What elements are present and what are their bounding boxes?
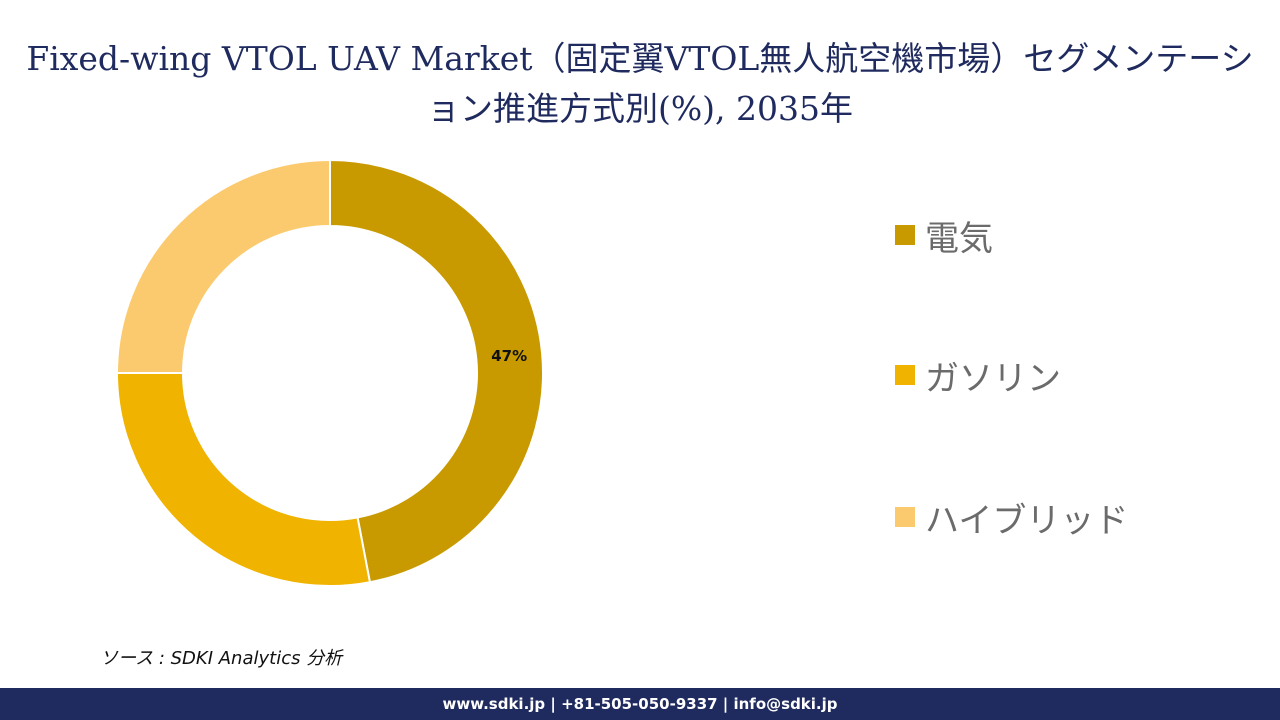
donut-slice-electric — [329, 158, 544, 584]
legend-label-hybrid: ハイブリッド — [925, 500, 1129, 541]
donut-slice-gasoline — [115, 372, 372, 587]
legend-label-electric: 電気 — [925, 218, 993, 259]
footer-bar: www.sdki.jp | +81-505-050-9337 | info@sd… — [0, 688, 1280, 720]
chart-legend: 電気 ガソリン ハイブリッド — [895, 200, 1255, 560]
legend-item-gasoline: ガソリン — [895, 340, 1061, 410]
legend-label-gasoline: ガソリン — [925, 358, 1061, 399]
chart-title: Fixed-wing VTOL UAV Market（固定翼VTOL無人航空機市… — [26, 39, 1254, 128]
data-labels: 47% — [491, 347, 527, 365]
donut-slice-hybrid — [115, 158, 331, 374]
legend-swatch-hybrid — [895, 507, 915, 527]
legend-item-hybrid: ハイブリッド — [895, 482, 1128, 552]
source-note: ソース : SDKI Analytics 分析 — [100, 648, 343, 669]
donut-slices — [115, 158, 544, 587]
legend-swatch-electric — [895, 225, 915, 245]
legend-swatch-gasoline — [895, 365, 915, 385]
legend-item-electric: 電気 — [895, 200, 993, 270]
data-label-electric: 47% — [491, 347, 527, 365]
